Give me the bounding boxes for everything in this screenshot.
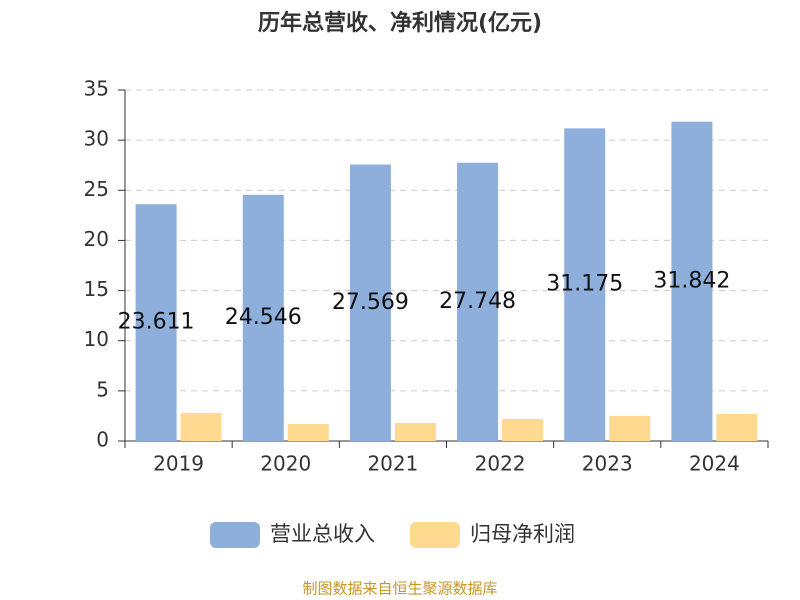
data-label: 27.748 [439,289,516,314]
x-tick-label: 2024 [689,452,740,476]
data-label: 24.546 [225,305,302,330]
y-tick-label: 25 [84,177,109,201]
chart-title: 历年总营收、净利情况(亿元) [258,10,542,36]
legend-swatch [410,522,460,548]
x-tick-label: 2020 [260,452,311,476]
bar [242,194,284,441]
x-tick-label: 2021 [367,452,418,476]
bar [349,164,391,441]
y-tick-label: 5 [96,377,109,401]
legend-label: 营业总收入 [270,522,375,546]
x-tick-label: 2019 [153,452,204,476]
y-tick-label: 30 [84,127,109,151]
y-tick-label: 10 [84,327,109,351]
x-tick-label: 2022 [475,452,526,476]
bar [180,412,222,441]
bar [135,204,177,441]
bar [394,422,436,441]
bar [716,413,758,441]
y-tick-label: 0 [96,428,109,452]
data-label: 27.569 [332,290,409,315]
bar [502,418,544,441]
data-label: 23.611 [118,310,195,335]
legend-swatch [210,522,260,548]
source-note: 制图数据来自恒生聚源数据库 [302,580,497,598]
x-tick-label: 2023 [582,452,633,476]
bar [609,415,651,441]
bar [671,121,713,441]
legend-label: 归母净利润 [470,522,575,546]
bar [457,162,499,441]
bar [287,423,329,441]
y-tick-label: 20 [84,227,109,251]
y-tick-label: 35 [84,77,109,101]
data-label: 31.842 [653,268,730,293]
bar [564,128,606,441]
data-label: 31.175 [546,272,623,297]
y-tick-label: 15 [84,277,109,301]
